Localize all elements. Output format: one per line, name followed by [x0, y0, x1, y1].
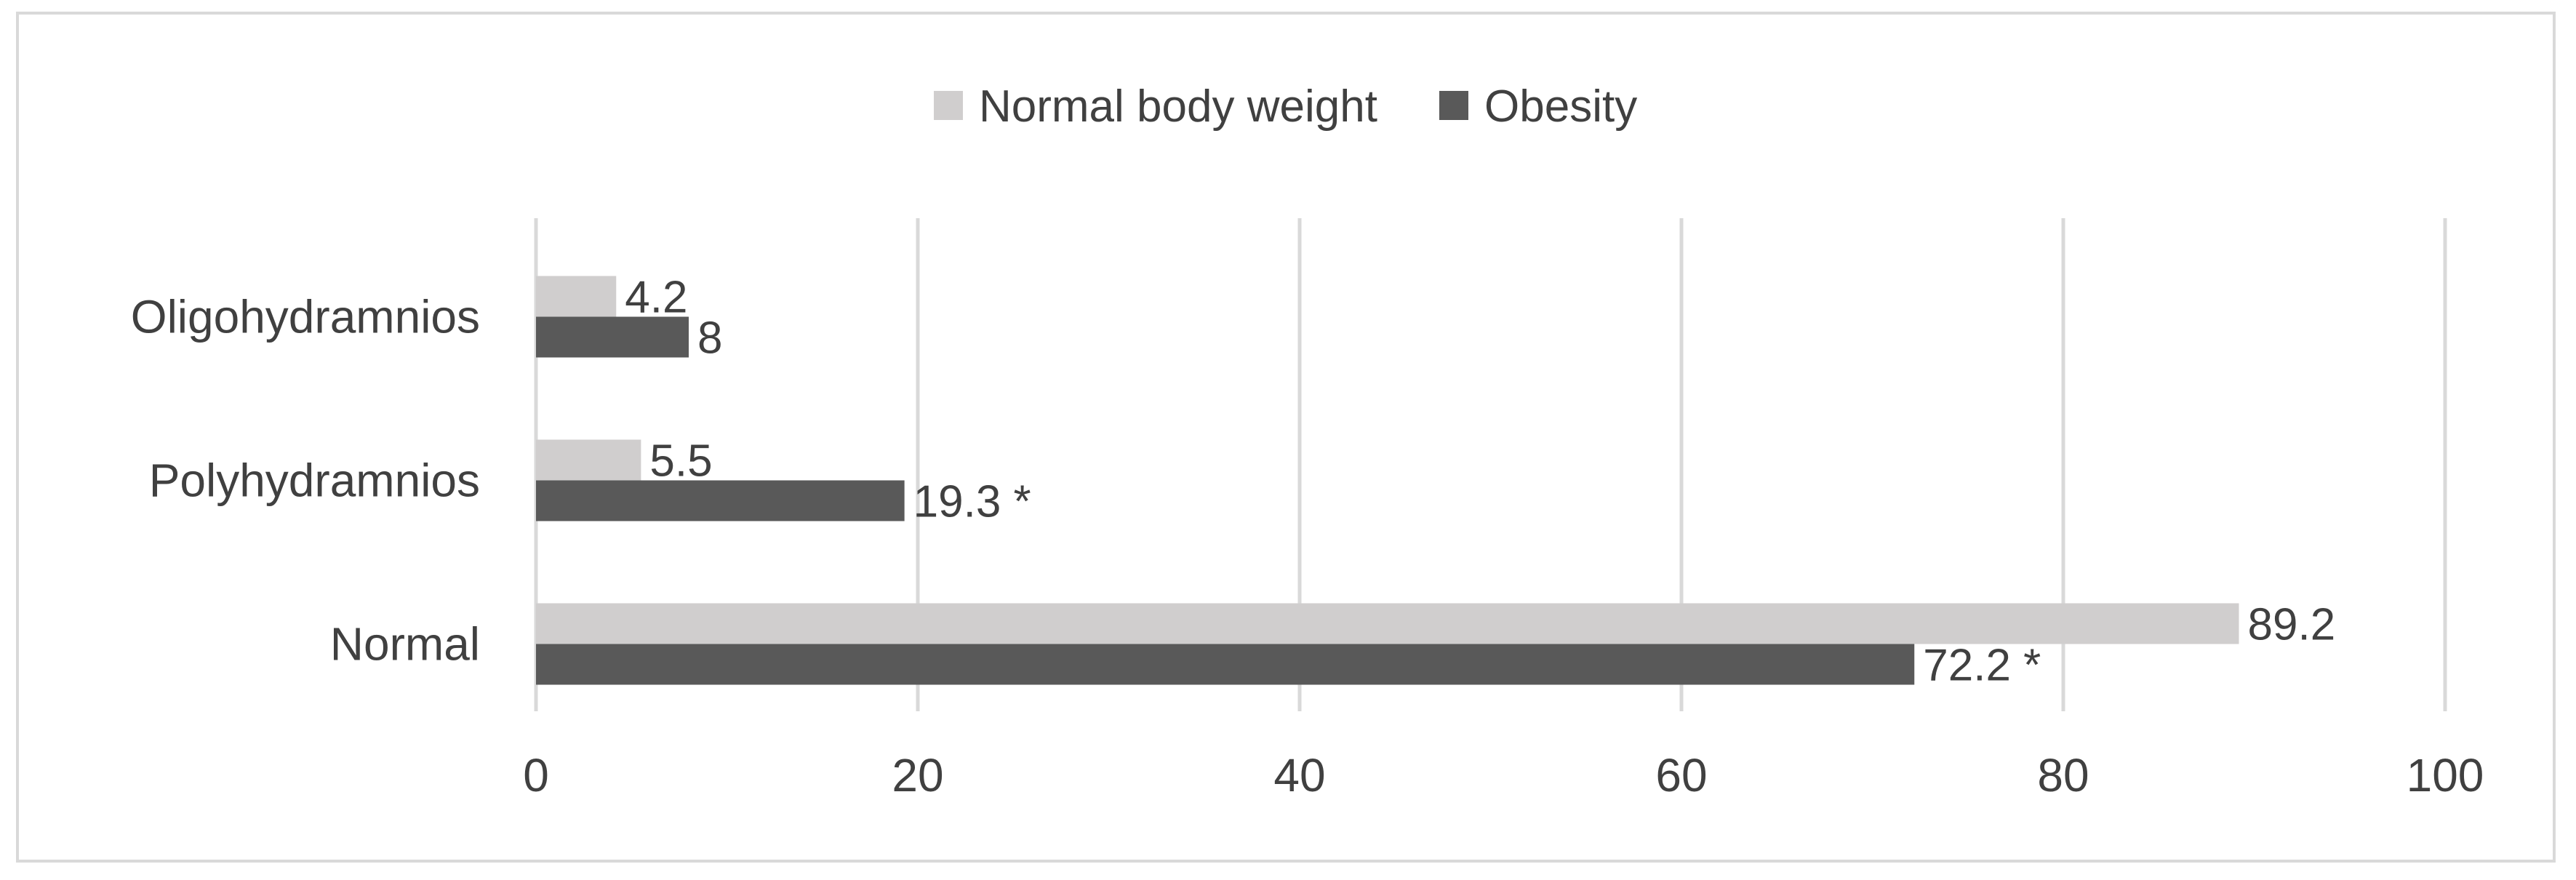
- legend-swatch-normal-body-weight: [934, 91, 963, 120]
- data-label-obesity-oligohydramnios: 8: [697, 313, 722, 364]
- legend: Normal body weight Obesity: [934, 81, 1637, 132]
- data-label-normal-body-weight-normal: 89.2: [2248, 600, 2336, 650]
- data-label-normal-body-weight-polyhydramnios: 5.5: [649, 436, 712, 487]
- legend-label-obesity: Obesity: [1484, 81, 1637, 132]
- data-labels: 89.2 72.2 * 5.5 19.3 * 4.28: [625, 273, 2335, 691]
- data-label-obesity-normal: 72.2 *: [1923, 641, 2041, 691]
- category-label-polyhydramnios: Polyhydramnios: [149, 455, 480, 507]
- tick-label-20: 20: [892, 749, 943, 801]
- legend-label-normal-body-weight: Normal body weight: [979, 81, 1377, 132]
- bars: [536, 276, 2239, 685]
- category-label-oligohydramnios: Oligohydramnios: [131, 291, 480, 343]
- data-label-normal-body-weight-oligohydramnios: 4.2: [625, 273, 687, 323]
- bar-normal-body-weight-normal: [536, 603, 2239, 644]
- data-label-obesity-polyhydramnios: 19.3 *: [913, 477, 1031, 527]
- category-axis: Normal Polyhydramnios Oligohydramnios: [131, 291, 480, 671]
- bar-normal-body-weight-polyhydramnios: [536, 439, 641, 481]
- legend-swatch-obesity: [1439, 91, 1468, 120]
- category-label-normal: Normal: [330, 618, 480, 671]
- tick-label-60: 60: [1655, 749, 1707, 801]
- bar-obesity-oligohydramnios: [536, 316, 689, 358]
- bar-normal-body-weight-oligohydramnios: [536, 276, 617, 317]
- chart-frame: [16, 12, 2556, 863]
- tick-label-80: 80: [2037, 749, 2089, 801]
- tick-label-40: 40: [1273, 749, 1325, 801]
- bar-obesity-normal: [536, 644, 1915, 685]
- tick-label-0: 0: [523, 749, 549, 801]
- value-axis: 0 20 40 60 80 100: [523, 749, 2484, 801]
- tick-label-100: 100: [2407, 749, 2484, 801]
- bar-obesity-polyhydramnios: [536, 480, 905, 521]
